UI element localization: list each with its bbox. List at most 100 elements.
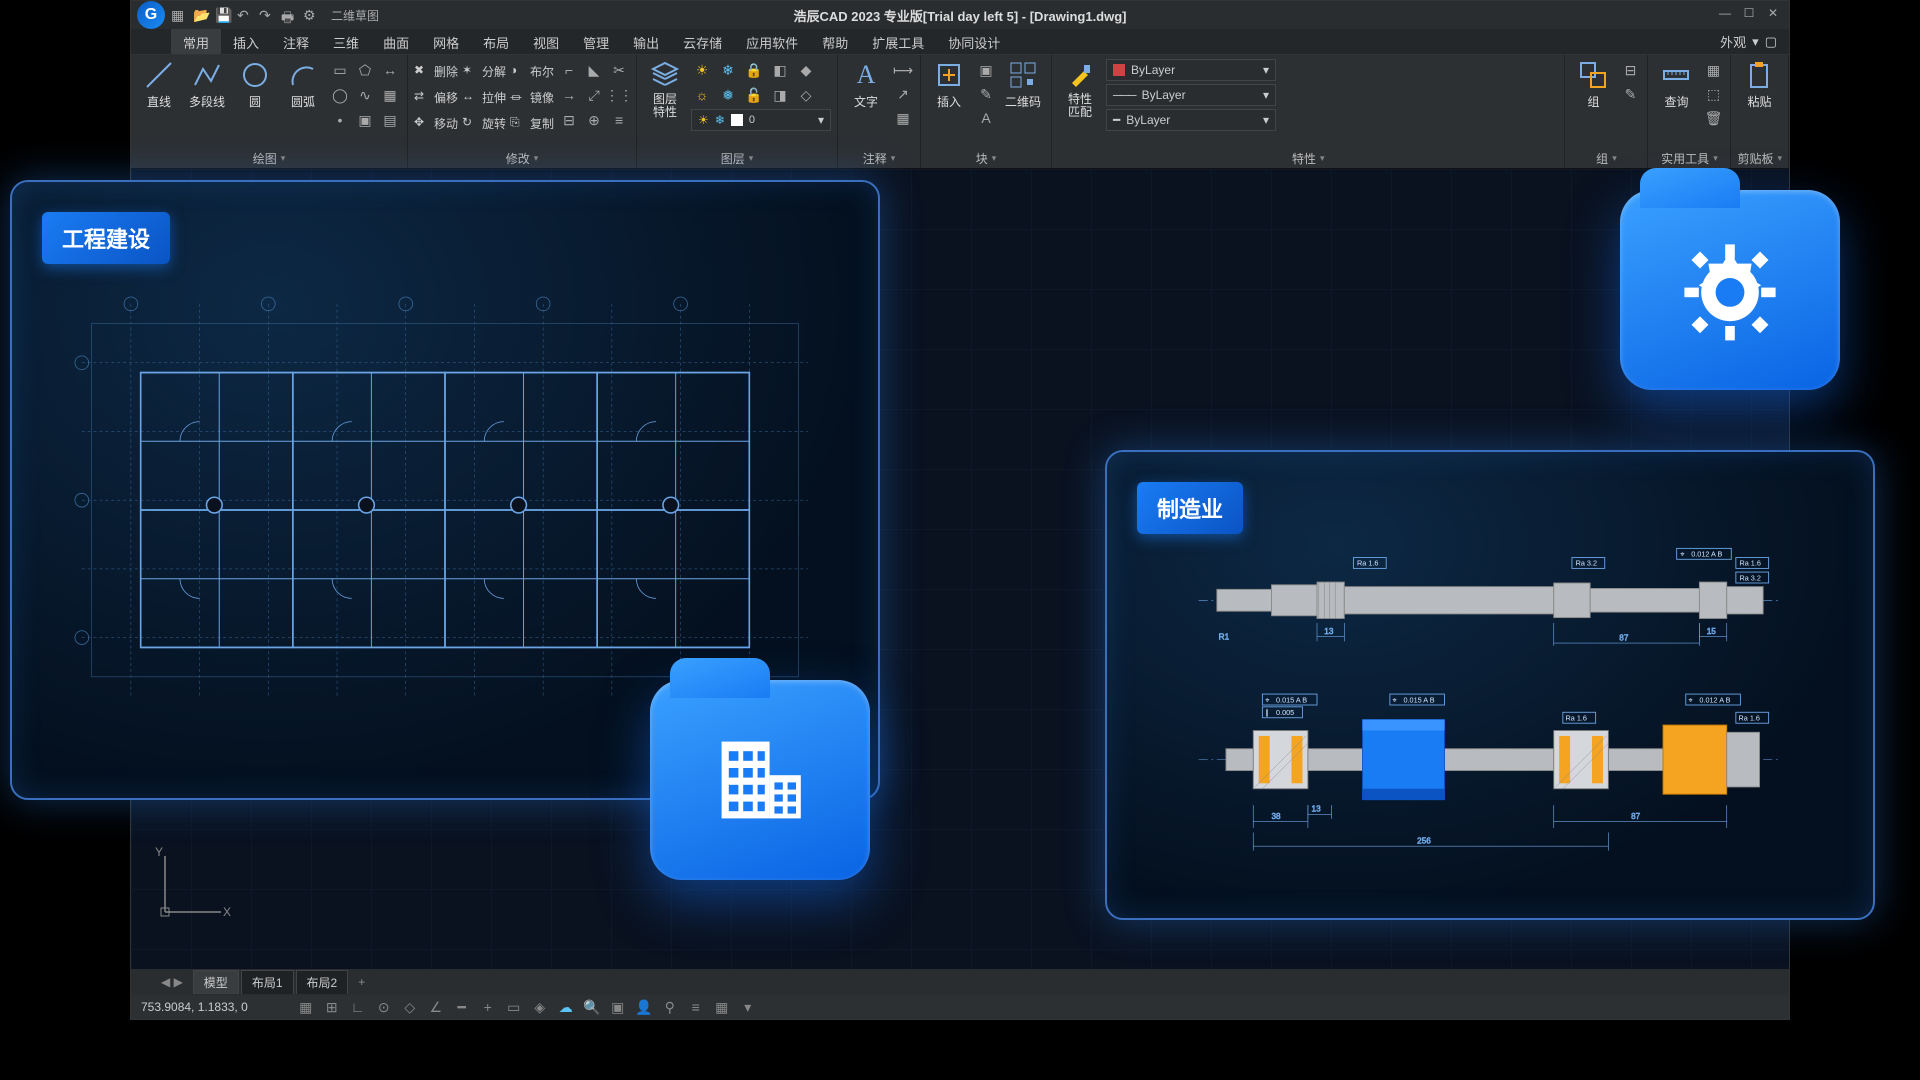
osnap-toggle-icon[interactable]: ◇ <box>400 997 420 1017</box>
snap-toggle-icon[interactable]: ⊞ <box>322 997 342 1017</box>
polyline-tool[interactable]: 多段线 <box>185 59 229 110</box>
layer-thaw-icon[interactable]: ❅ <box>717 84 739 106</box>
group-label-group[interactable]: 组 <box>1571 148 1641 168</box>
ribbon-tab-output[interactable]: 输出 <box>621 29 671 54</box>
lineweight-dropdown[interactable]: ━ ByLayer ▾ <box>1106 109 1276 131</box>
model-tab[interactable]: 模型 <box>193 970 239 994</box>
ribbon-tab-home[interactable]: 常用 <box>171 29 221 54</box>
ellipse-icon[interactable]: ◯ <box>329 84 351 106</box>
ribbon-tab-surface[interactable]: 曲面 <box>371 29 421 54</box>
copy-tool[interactable]: ⎘复制 <box>510 111 554 135</box>
ribbon-tab-layout[interactable]: 布局 <box>471 29 521 54</box>
ribbon-tab-annotate[interactable]: 注释 <box>271 29 321 54</box>
layout2-tab[interactable]: 布局2 <box>296 970 349 994</box>
table-annot-icon[interactable]: ▦ <box>892 107 914 129</box>
layer-on-icon[interactable]: ☀ <box>691 59 713 81</box>
group-label-clipboard[interactable]: 剪贴板 <box>1737 148 1782 168</box>
polygon-icon[interactable]: ⬠ <box>354 59 376 81</box>
stretch-tool[interactable]: ↔拉伸 <box>462 85 506 109</box>
ribbon-tab-insert[interactable]: 插入 <box>221 29 271 54</box>
group-label-layer[interactable]: 图层 <box>643 148 831 168</box>
ribbon-tab-cloud[interactable]: 云存储 <box>671 29 734 54</box>
polar-toggle-icon[interactable]: ⊙ <box>374 997 394 1017</box>
layer-iso-icon[interactable]: ◆ <box>795 59 817 81</box>
purge-icon[interactable]: 🗑 <box>1702 107 1724 129</box>
linetype-dropdown[interactable]: ─── ByLayer ▾ <box>1106 84 1276 106</box>
layer-lock-icon[interactable]: 🔒 <box>743 59 765 81</box>
block-attr-icon[interactable]: A <box>975 107 997 129</box>
anno-toggle-icon[interactable]: ▣ <box>608 997 628 1017</box>
join-icon[interactable]: ⊕ <box>583 109 605 131</box>
otrack-toggle-icon[interactable]: ∠ <box>426 997 446 1017</box>
save-icon[interactable]: 💾 <box>215 7 231 23</box>
extend-icon[interactable]: → <box>558 84 580 106</box>
layer-unlock-icon[interactable]: 🔓 <box>743 84 765 106</box>
ribbon-tab-view[interactable]: 视图 <box>521 29 571 54</box>
group-edit-icon[interactable]: ✎ <box>1619 83 1641 105</box>
move-tool[interactable]: ✥移动 <box>414 111 458 135</box>
chamfer-icon[interactable]: ◣ <box>583 59 605 81</box>
mirror-tool[interactable]: ⏛镜像 <box>510 85 554 109</box>
open-file-icon[interactable]: 📂 <box>193 7 209 23</box>
boolean-tool[interactable]: ◑布尔 <box>510 59 554 83</box>
grid-toggle-icon[interactable]: ▦ <box>296 997 316 1017</box>
iso-toggle-icon[interactable]: ◈ <box>530 997 550 1017</box>
hatch-icon[interactable]: ▦ <box>379 84 401 106</box>
ortho-toggle-icon[interactable]: ∟ <box>348 997 368 1017</box>
close-button[interactable]: ✕ <box>1763 6 1783 24</box>
redo-icon[interactable]: ↷ <box>259 7 275 23</box>
region-icon[interactable]: ▣ <box>354 109 376 131</box>
ungroup-icon[interactable]: ⊟ <box>1619 59 1641 81</box>
circle-tool[interactable]: 圆 <box>233 59 277 110</box>
dyn-toggle-icon[interactable]: + <box>478 997 498 1017</box>
cl-toggle-icon[interactable]: ▦ <box>712 997 732 1017</box>
group-button[interactable]: 组 <box>1571 59 1615 110</box>
point-icon[interactable]: • <box>329 109 351 131</box>
ribbon-tab-3d[interactable]: 三维 <box>321 29 371 54</box>
new-file-icon[interactable]: ▦ <box>171 7 187 23</box>
block-edit-icon[interactable]: ✎ <box>975 83 997 105</box>
undo-icon[interactable]: ↶ <box>237 7 253 23</box>
group-label-tools[interactable]: 实用工具 <box>1654 148 1724 168</box>
minimize-ribbon-icon[interactable]: ▢ <box>1765 34 1777 50</box>
qat-dropdown[interactable]: 二维草图 <box>331 7 379 24</box>
group-label-draw[interactable]: 绘图 <box>137 148 401 168</box>
maximize-button[interactable]: ☐ <box>1739 6 1759 24</box>
layer-prev-icon[interactable]: ◇ <box>795 84 817 106</box>
minimize-button[interactable]: — <box>1715 6 1735 24</box>
block-create-icon[interactable]: ▣ <box>975 59 997 81</box>
layout1-tab[interactable]: 布局1 <box>241 970 294 994</box>
add-layout-icon[interactable]: + <box>350 972 373 992</box>
trim-icon[interactable]: ✂ <box>608 59 630 81</box>
rectangle-icon[interactable]: ▭ <box>329 59 351 81</box>
dimension-icon[interactable]: ⟼ <box>892 59 914 81</box>
tab-nav-icon[interactable]: ◀ ▶ <box>161 975 183 989</box>
layer-properties-button[interactable]: 图层 特性 <box>643 59 687 119</box>
ribbon-tab-collab[interactable]: 协同设计 <box>936 29 1012 54</box>
paste-button[interactable]: 粘贴 <box>1737 59 1781 110</box>
current-layer-dropdown[interactable]: ☀❄ 0 ▾ <box>691 109 831 131</box>
group-label-modify[interactable]: 修改 <box>414 148 630 168</box>
measure-button[interactable]: 查询 <box>1654 59 1698 110</box>
qp-toggle-icon[interactable]: ☁ <box>556 997 576 1017</box>
print-icon[interactable]: 🖶 <box>281 7 297 23</box>
match-properties-button[interactable]: 特性 匹配 <box>1058 59 1102 119</box>
ribbon-tab-mesh[interactable]: 网格 <box>421 29 471 54</box>
array-icon[interactable]: ⋮⋮ <box>608 84 630 106</box>
ribbon-tab-manage[interactable]: 管理 <box>571 29 621 54</box>
arc-tool[interactable]: 圆弧 <box>281 59 325 110</box>
model-toggle-icon[interactable]: ▭ <box>504 997 524 1017</box>
lweight-toggle-icon[interactable]: ━ <box>452 997 472 1017</box>
qrcode-tool[interactable]: 二维码 <box>1001 59 1045 110</box>
group-label-annotation[interactable]: 注释 <box>844 148 914 168</box>
cus-toggle-icon[interactable]: ▾ <box>738 997 758 1017</box>
calc-icon[interactable]: ▦ <box>1702 59 1724 81</box>
align-icon[interactable]: ≡ <box>608 109 630 131</box>
erase-tool[interactable]: ✖删除 <box>414 59 458 83</box>
app-logo-icon[interactable]: G <box>137 1 165 29</box>
offset-tool[interactable]: ⇄偏移 <box>414 85 458 109</box>
text-tool[interactable]: A 文字 <box>844 59 888 110</box>
line-tool[interactable]: 直线 <box>137 59 181 110</box>
select-icon[interactable]: ⬚ <box>1702 83 1724 105</box>
color-dropdown[interactable]: ByLayer ▾ <box>1106 59 1276 81</box>
